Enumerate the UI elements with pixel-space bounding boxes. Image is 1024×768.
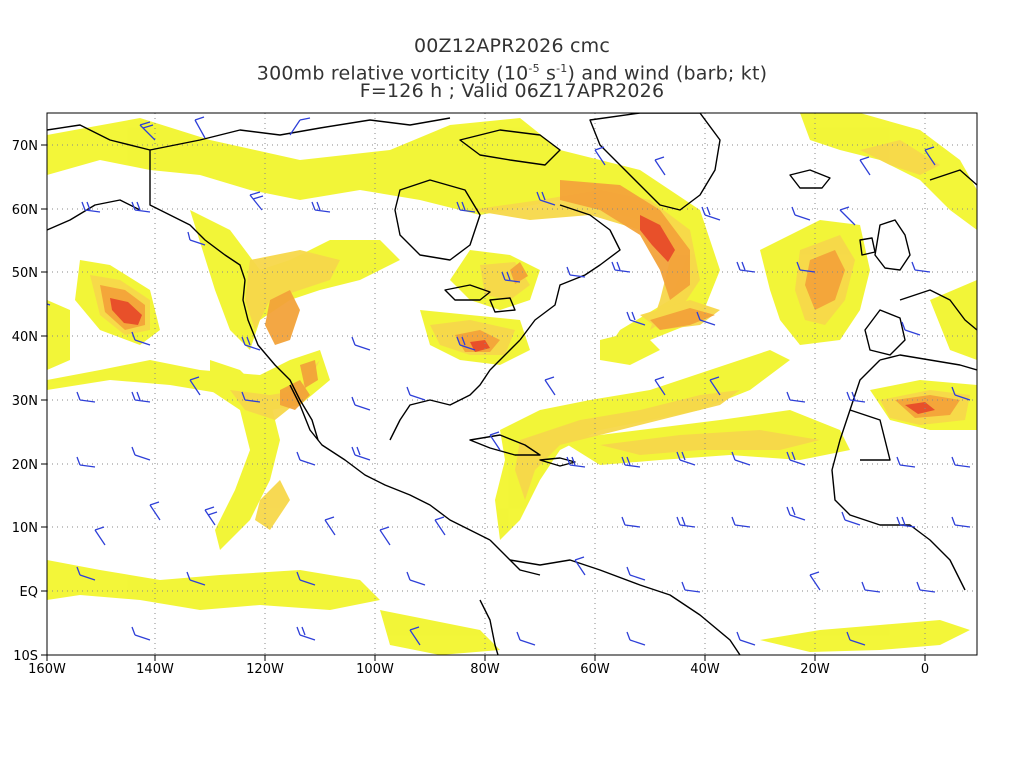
lat-label-40n: 40N <box>12 330 38 345</box>
lat-label-50n: 50N <box>12 266 38 281</box>
lon-label-60w: 60W <box>580 662 610 677</box>
axis-ticks <box>41 144 926 661</box>
lon-labels: 160W 140W 120W 100W 80W 60W 40W 20W 0 <box>28 662 929 677</box>
lat-label-10s: 10S <box>13 649 38 664</box>
run-title: 00Z12APR2026 cmc <box>413 35 611 57</box>
lon-label-40w: 40W <box>690 662 720 677</box>
field-title: 300mb relative vorticity (10-5 s-1) and … <box>256 62 768 85</box>
lat-label-70n: 70N <box>12 139 38 154</box>
lat-label-20n: 20N <box>12 458 38 473</box>
lat-label-eq: EQ <box>20 585 38 600</box>
vorticity-shading <box>47 113 977 655</box>
lon-label-140w: 140W <box>136 662 174 677</box>
lon-label-100w: 100W <box>356 662 394 677</box>
lat-labels: 70N 60N 50N 40N 30N 20N 10N EQ 10S <box>12 139 38 664</box>
lon-label-160w: 160W <box>28 662 66 677</box>
lon-label-0: 0 <box>921 662 929 677</box>
coastlines <box>47 113 977 655</box>
lon-label-120w: 120W <box>246 662 284 677</box>
lat-label-30n: 30N <box>12 394 38 409</box>
lat-label-10n: 10N <box>12 521 38 536</box>
valid-title: F=126 h ; Valid 06Z17APR2026 <box>359 80 665 102</box>
plot-frame <box>46 112 978 656</box>
lon-label-20w: 20W <box>800 662 830 677</box>
graticule <box>47 113 977 655</box>
wind-barbs <box>47 116 971 646</box>
lon-label-80w: 80W <box>470 662 500 677</box>
lat-label-60n: 60N <box>12 203 38 218</box>
